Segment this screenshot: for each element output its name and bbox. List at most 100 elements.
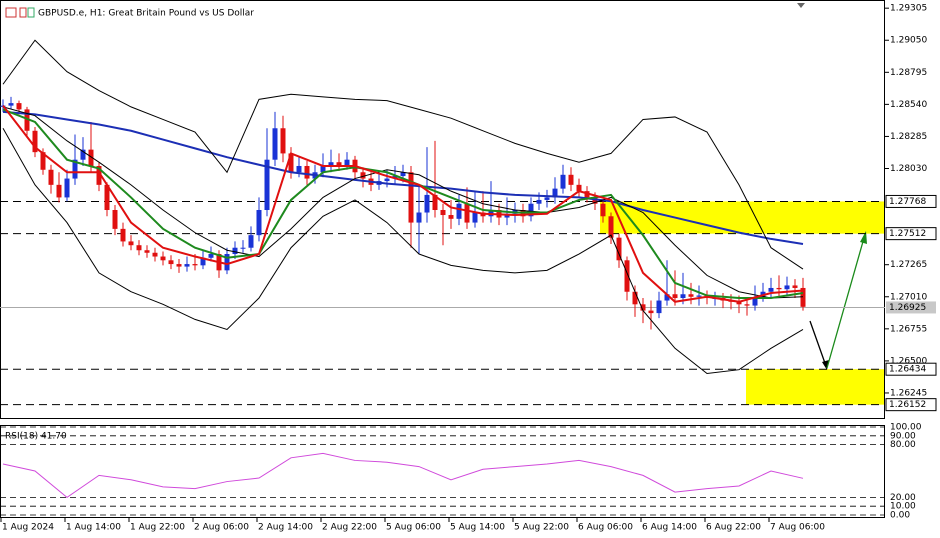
icon: [27, 7, 35, 18]
candle-body: [8, 103, 14, 106]
y-tick-label: 1.28285: [890, 132, 927, 142]
level-label: 1.26152: [889, 400, 926, 410]
x-tick-label: 1 Aug 22:00: [130, 523, 185, 533]
rsi-tick-label: 10.00: [890, 502, 916, 512]
candle-body: [464, 203, 470, 223]
y-tick-label: 1.29050: [890, 36, 927, 46]
rsi-tick-label: 90.00: [890, 431, 916, 441]
candle-body: [600, 203, 606, 217]
x-tick-label: 1 Aug 2024: [2, 523, 54, 533]
candle-body: [224, 254, 230, 271]
icon: [5, 7, 17, 18]
candle-body: [320, 165, 326, 173]
arrowhead: [860, 231, 867, 244]
candle-body: [152, 252, 158, 257]
candle-body: [112, 210, 118, 229]
candle-body: [744, 304, 750, 306]
candle-body: [632, 291, 638, 305]
candle-body: [120, 228, 126, 242]
forecast-arrows: [809, 231, 867, 370]
candle-body: [800, 287, 806, 307]
candle-body: [240, 247, 246, 249]
y-tick-label: 1.28540: [890, 100, 927, 110]
candle-body: [72, 159, 78, 179]
candle-body: [416, 212, 422, 223]
x-tick-label: 5 Aug 06:00: [386, 523, 441, 533]
shift-marker: [797, 3, 805, 8]
candle-body: [456, 203, 462, 219]
icon: [19, 7, 27, 18]
indicator-line: [2, 128, 804, 374]
candle-body: [624, 260, 630, 292]
current-price-label: 1.26925: [889, 303, 926, 313]
candle-body: [472, 212, 478, 223]
candle-body: [136, 245, 142, 251]
candle-body: [184, 264, 190, 267]
indicator-line: [2, 39, 804, 270]
x-tick-label: 1 Aug 14:00: [66, 523, 121, 533]
candle-body: [664, 294, 670, 301]
candle-body: [544, 197, 550, 200]
candle-body: [552, 188, 558, 198]
candle-body: [776, 287, 782, 290]
indicator-line: [2, 105, 804, 303]
x-tick-label: 2 Aug 22:00: [322, 523, 377, 533]
candle-body: [536, 199, 542, 204]
x-tick-label: 6 Aug 22:00: [706, 523, 761, 533]
candle-body: [440, 210, 446, 216]
y-tick-label: 1.29305: [890, 4, 927, 14]
candle-body: [208, 254, 214, 258]
candle-body: [344, 159, 350, 166]
x-tick-label: 5 Aug 22:00: [514, 523, 569, 533]
x-tick-label: 2 Aug 14:00: [258, 523, 313, 533]
candle-body: [168, 260, 174, 265]
zone: [746, 369, 885, 405]
rsi-line: [2, 452, 804, 499]
candle-body: [40, 152, 46, 170]
chart-title: GBPUSD.e, H1: Great Britain Pound vs US …: [38, 9, 254, 19]
candle-body: [328, 162, 334, 166]
rsi-tick-label: 0.00: [890, 511, 910, 521]
candle-body: [32, 130, 38, 153]
candle-body: [432, 194, 438, 210]
candle-body: [128, 241, 134, 246]
candle-body: [80, 149, 86, 160]
candle-body: [192, 264, 198, 266]
candle-body: [384, 178, 390, 182]
y-tick-label: 1.28795: [890, 68, 927, 78]
indicator-line: [2, 108, 804, 300]
candle-body: [688, 294, 694, 297]
candle-body: [144, 250, 150, 253]
level-label-box: [885, 227, 937, 241]
y-tick-label: 1.26500: [890, 356, 927, 366]
candle-body: [104, 184, 110, 210]
candle-body: [296, 165, 302, 173]
candle-body: [16, 103, 22, 110]
x-tick-label: 7 Aug 06:00: [770, 523, 825, 533]
x-tick-label: 6 Aug 06:00: [578, 523, 633, 533]
candle-body: [792, 285, 798, 288]
candle-body: [648, 310, 654, 314]
candle-body: [400, 172, 406, 177]
x-tick-label: 5 Aug 14:00: [450, 523, 505, 533]
y-tick-label: 1.27265: [890, 260, 927, 270]
candle-body: [160, 256, 166, 261]
candle-body: [288, 153, 294, 173]
rsi-tick-label: 80.00: [890, 440, 916, 450]
candle-body: [280, 128, 286, 154]
candle-body: [24, 109, 30, 131]
candle-body: [256, 210, 262, 236]
candle-body: [448, 215, 454, 219]
candle-body: [680, 294, 686, 299]
y-tick-label: 1.27010: [890, 292, 927, 302]
arrow-down: [809, 320, 827, 367]
candle-body: [784, 285, 790, 290]
current-price-box: [886, 301, 936, 314]
candle-body: [640, 304, 646, 311]
x-tick-label: 6 Aug 14:00: [642, 523, 697, 533]
candle-body: [672, 294, 678, 299]
candle-body: [608, 216, 614, 238]
candle-body: [568, 174, 574, 185]
candle-body: [408, 172, 414, 223]
